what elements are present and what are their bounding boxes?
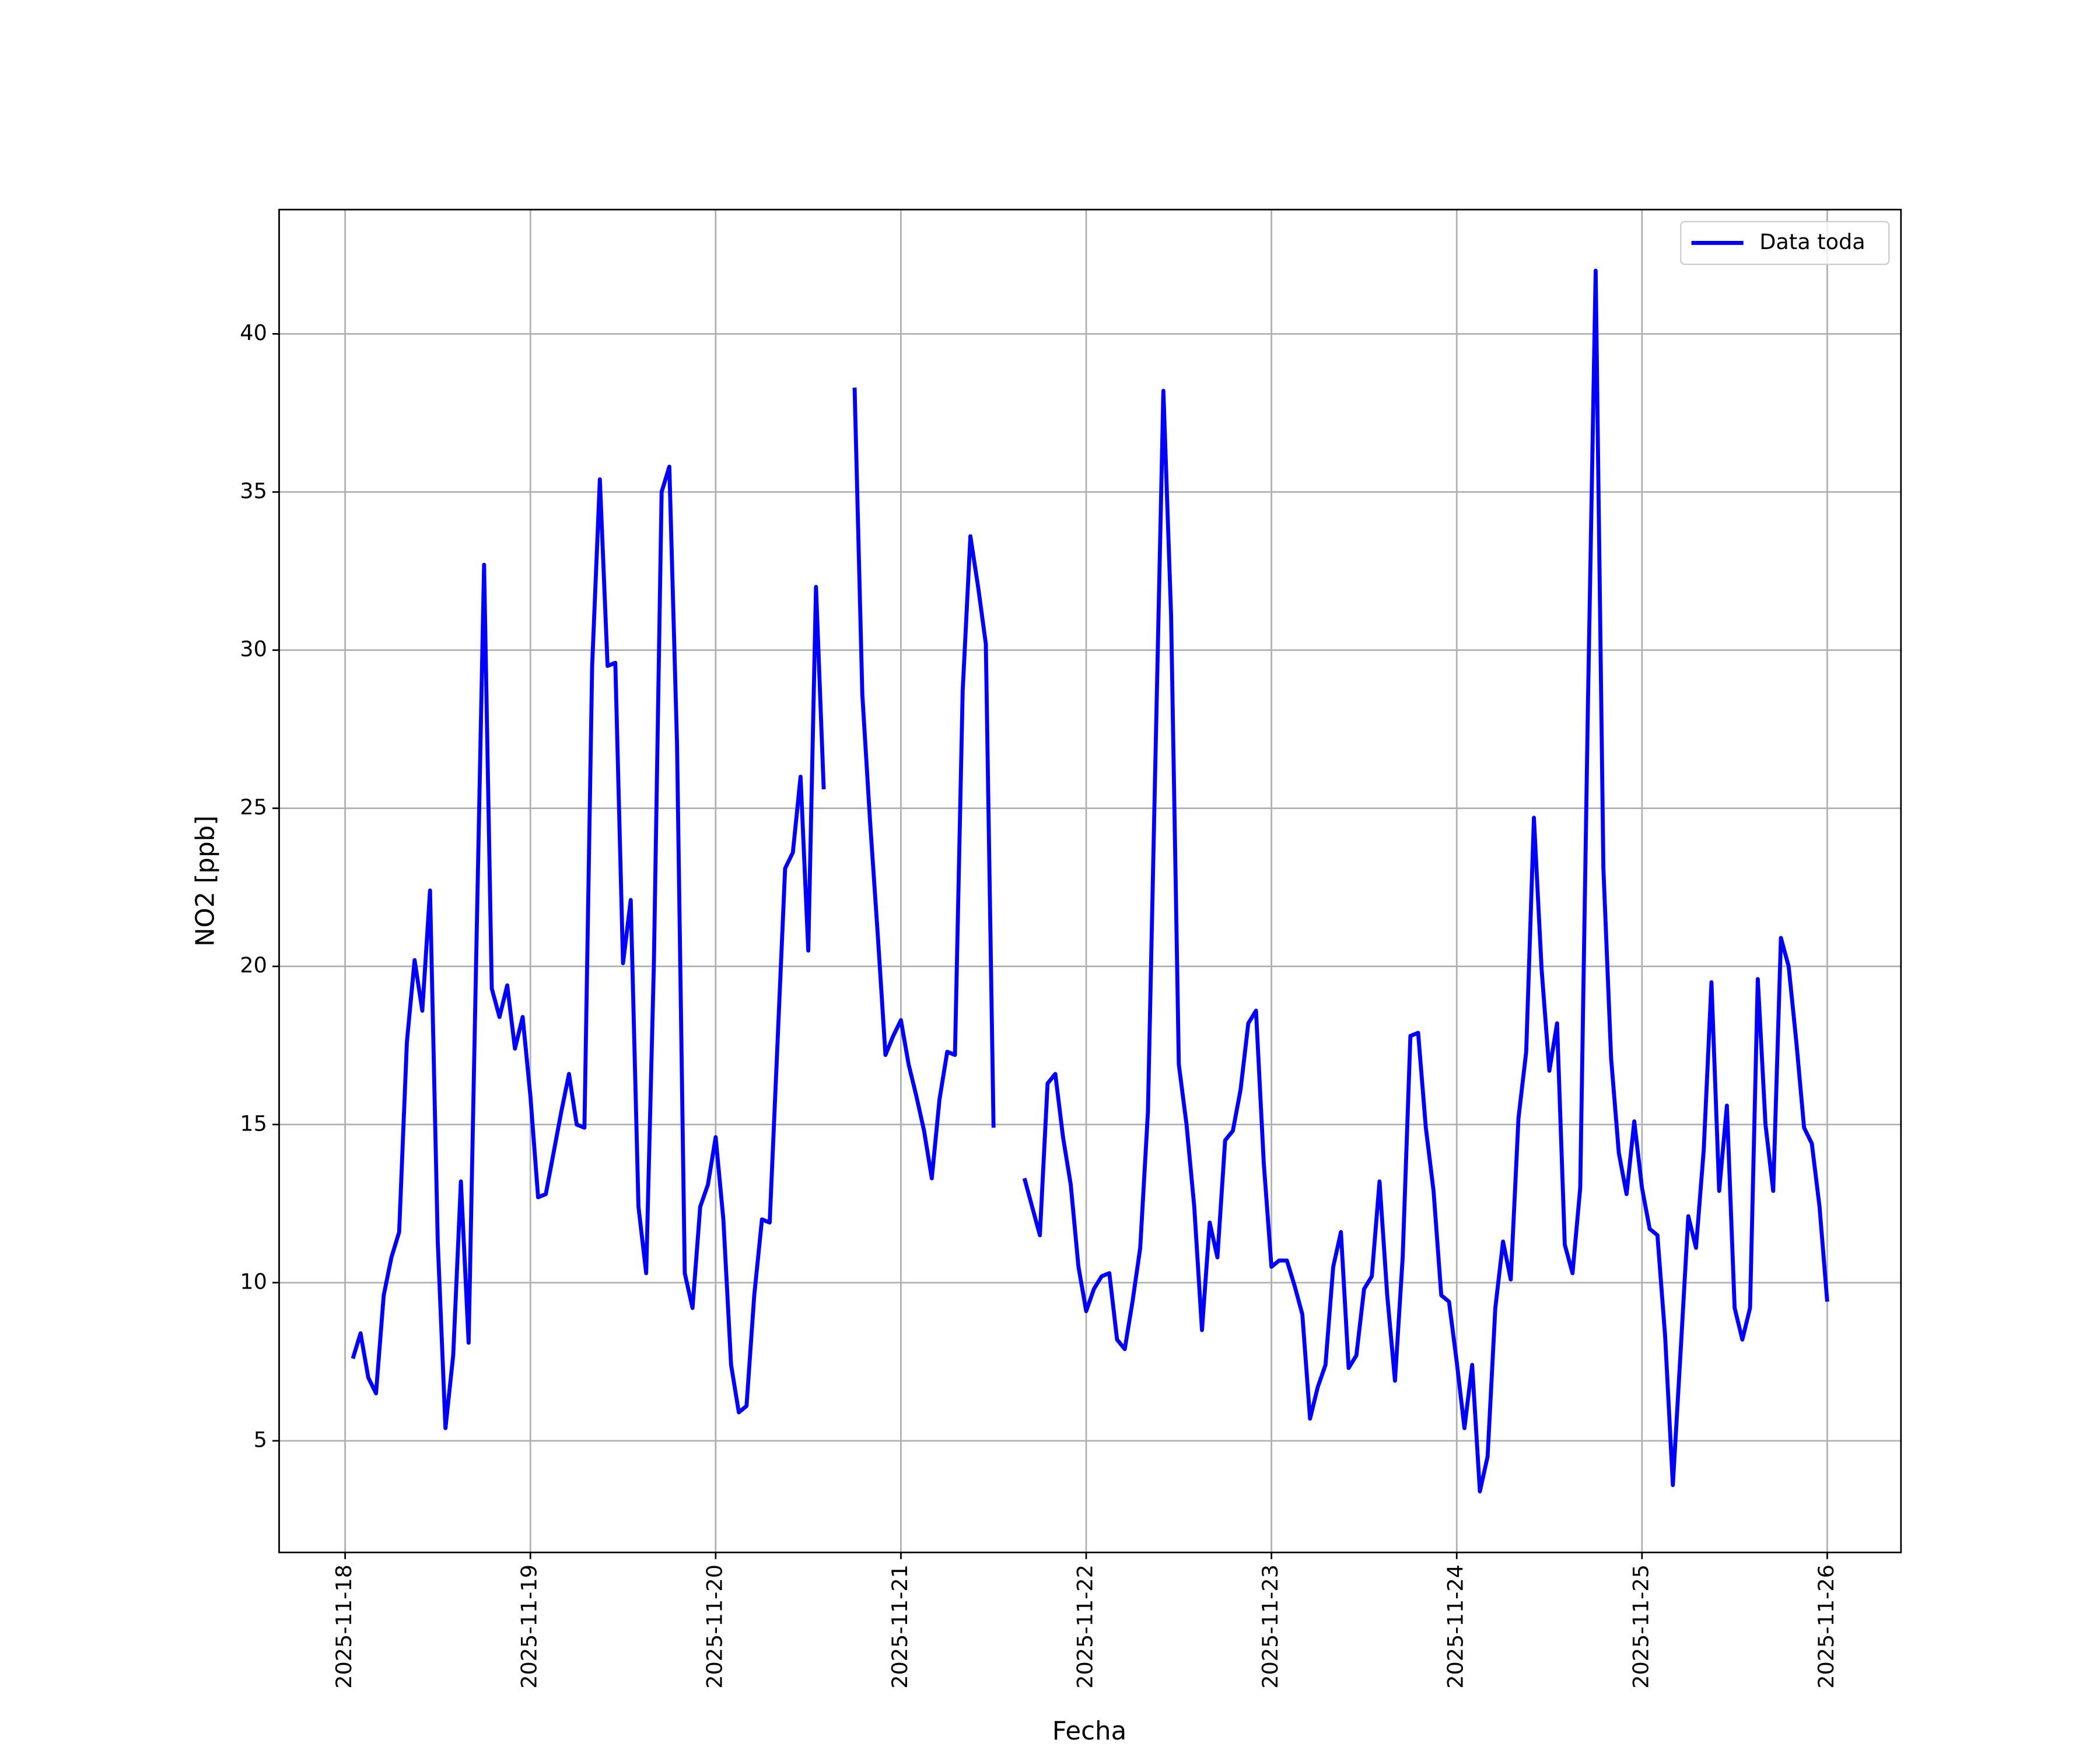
x-tick-label: 2025-11-22 [1073,1564,1098,1689]
x-tick-label: 2025-11-19 [517,1564,542,1689]
x-tick-label: 2025-11-20 [702,1564,727,1689]
y-tick-label: 5 [254,1427,267,1452]
background [17,0,2083,1750]
x-tick-label: 2025-11-23 [1258,1564,1283,1689]
y-tick-label: 30 [240,636,267,662]
data-line [351,268,1829,1494]
x-axis-label: Fecha [1052,1717,1126,1746]
x-tick-label: 2025-11-21 [887,1564,912,1689]
legend: Data toda [1680,220,1890,265]
x-tick-label: 2025-11-26 [1814,1564,1839,1689]
x-tick-label: 2025-11-24 [1443,1564,1468,1689]
y-tick-label: 35 [240,478,267,503]
y-tick-label: 15 [240,1111,267,1136]
grid: 5 10 15 20 25 30 35 40 2025-11-18 2025-11-19 2025-… [240,209,1901,1689]
y-tick-label: 10 [240,1269,267,1294]
y-axis-label: NO2 [ppb] [191,816,220,947]
legend-box [1680,220,1890,265]
y-tick-label: 20 [240,953,267,978]
y-tick-label: 25 [240,794,267,820]
x-tick-label: 2025-11-25 [1628,1564,1653,1689]
y-tick-label: 40 [240,320,267,345]
axes-frame [278,208,1902,1553]
x-tick-label: 2025-11-18 [331,1564,356,1689]
plot-area [351,268,1829,1494]
legend-label: Data toda [1759,229,1865,254]
